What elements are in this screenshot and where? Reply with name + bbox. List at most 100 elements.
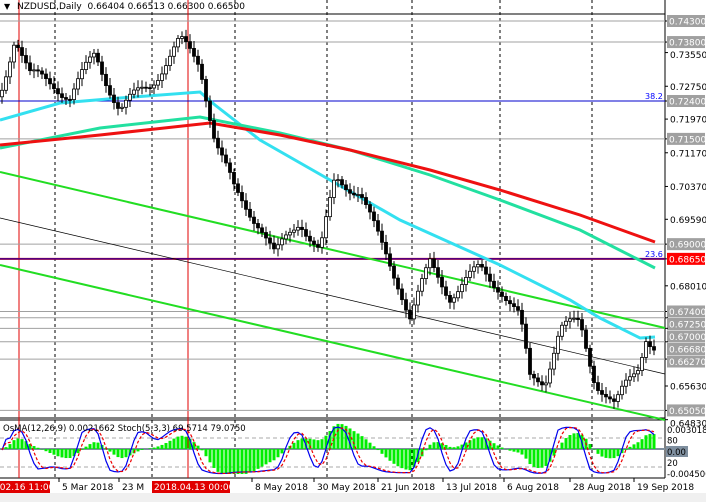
osma-bar <box>180 435 184 449</box>
candle <box>328 189 332 221</box>
ohlc-low: 0.66300 <box>167 2 205 12</box>
candle <box>540 375 544 391</box>
osma-bar <box>400 449 404 469</box>
candle-body <box>416 290 420 306</box>
candle-body <box>252 216 256 224</box>
candle-body <box>36 69 40 72</box>
candle <box>292 224 296 238</box>
time-label: 30 May 2018 <box>317 483 376 493</box>
candle-body <box>520 309 524 325</box>
candle-body <box>160 73 164 81</box>
candle-body <box>572 317 576 320</box>
candle <box>216 130 220 155</box>
osma-bar <box>372 446 376 449</box>
candle-body <box>240 192 244 202</box>
candle-body <box>616 394 620 402</box>
candle-body <box>468 270 472 278</box>
osma-bar <box>148 448 152 449</box>
price-label: 0.74300 <box>669 18 706 28</box>
osma-bar <box>72 449 76 457</box>
candle-body <box>180 36 184 39</box>
osma-bar <box>28 444 32 449</box>
candle <box>600 382 604 402</box>
candle <box>472 260 476 279</box>
candle-body <box>312 240 316 245</box>
candle-body <box>4 76 8 91</box>
candle <box>268 230 272 250</box>
dropdown-triangle-icon[interactable]: ▼ <box>4 2 11 11</box>
candle-body <box>360 194 364 198</box>
candle <box>84 55 88 75</box>
price-label-bg <box>667 355 705 368</box>
candle-body <box>456 291 460 299</box>
candle <box>536 372 540 387</box>
candle-body <box>20 47 24 56</box>
osma-bar <box>624 449 628 450</box>
candle-body <box>376 220 380 232</box>
candle <box>356 187 360 202</box>
candle <box>404 292 408 318</box>
candle <box>52 76 56 94</box>
time-label: 13 Jul 2018 <box>446 483 497 493</box>
osma-bar <box>428 444 432 449</box>
candle-body <box>604 393 608 398</box>
candle <box>244 193 248 217</box>
candle <box>264 226 268 246</box>
candle <box>596 375 600 395</box>
candle-body <box>116 102 120 109</box>
candle-body <box>408 309 412 320</box>
osma-bar <box>612 449 616 459</box>
price-tick: 0.73550 <box>670 51 706 61</box>
osma-bar <box>176 436 180 449</box>
candle <box>584 324 588 352</box>
candle <box>236 178 240 197</box>
price-label: 0.65050 <box>669 407 706 417</box>
osma-bar <box>452 447 456 449</box>
osma-bar <box>136 449 140 452</box>
osma-bar <box>296 440 300 449</box>
candle <box>416 284 420 313</box>
candle-body <box>524 323 528 349</box>
candle <box>12 41 16 69</box>
candle-body <box>212 120 216 139</box>
candle-body <box>288 231 292 236</box>
candle-body <box>344 184 348 191</box>
candle-body <box>24 55 28 64</box>
symbol: NZDUSD <box>17 2 57 12</box>
price-tick: 0.71970 <box>670 116 706 126</box>
osma-bar <box>512 449 516 452</box>
osma-bar <box>308 438 312 449</box>
ma-slow <box>0 121 656 244</box>
osma-bar <box>376 449 380 451</box>
candle <box>252 210 256 231</box>
osma-bar <box>120 449 124 459</box>
candle-body <box>608 396 612 400</box>
price-label: 0.71500 <box>669 135 706 145</box>
price-label: 0.67000 <box>669 333 706 343</box>
candle <box>628 369 632 386</box>
osma-bar <box>404 449 408 470</box>
candle <box>424 263 428 285</box>
candle-body <box>32 69 36 72</box>
osma-bar <box>172 438 176 449</box>
osma-bar <box>572 433 576 449</box>
candle <box>208 95 212 128</box>
price-label-bg <box>667 238 705 251</box>
candle-body <box>220 147 224 156</box>
osma-bar <box>132 449 136 454</box>
candle-body <box>292 229 296 233</box>
candle <box>476 260 480 274</box>
osma-bar <box>108 449 112 452</box>
osma-bar <box>500 447 504 449</box>
ma-fast <box>0 90 656 340</box>
osma-bar <box>304 438 308 449</box>
osma-bar <box>604 449 608 458</box>
candle <box>436 260 440 284</box>
candle <box>300 219 304 238</box>
osma-bar <box>540 449 544 468</box>
osma-bar <box>576 432 580 449</box>
candle-body <box>324 216 328 239</box>
candle-body <box>300 226 304 230</box>
